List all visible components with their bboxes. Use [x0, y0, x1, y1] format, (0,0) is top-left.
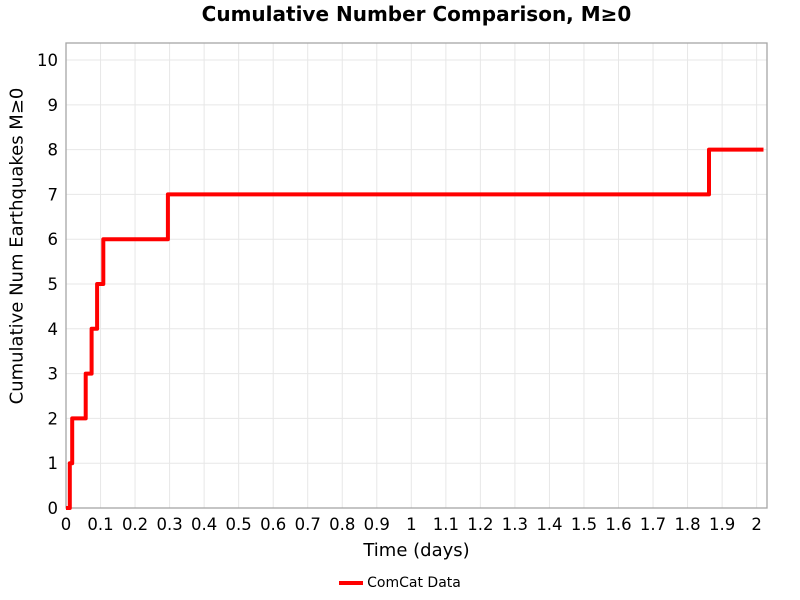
- svg-text:0.4: 0.4: [191, 515, 217, 534]
- svg-text:1.7: 1.7: [640, 515, 666, 534]
- svg-text:1.5: 1.5: [571, 515, 597, 534]
- svg-text:0.1: 0.1: [87, 515, 113, 534]
- svg-text:1.1: 1.1: [433, 515, 459, 534]
- svg-text:1: 1: [48, 454, 59, 473]
- legend-label: ComCat Data: [367, 575, 461, 591]
- svg-text:6: 6: [48, 230, 59, 249]
- x-tick-labels: 0 0.1 0.2 0.3 0.4 0.5 0.6 0.7 0.8 0.9 1 1.1 1.2 1.3 1.…: [61, 515, 762, 534]
- svg-text:3: 3: [48, 365, 59, 384]
- svg-text:0: 0: [61, 515, 72, 534]
- svg-text:2: 2: [48, 409, 59, 428]
- svg-text:1.2: 1.2: [467, 515, 493, 534]
- svg-text:1.3: 1.3: [502, 515, 528, 534]
- y-tick-labels: 0 1 2 3 4 5 6 7 8 9 10: [37, 51, 58, 518]
- x-axis-label: Time (days): [363, 540, 470, 561]
- svg-text:2: 2: [751, 515, 762, 534]
- svg-text:1: 1: [406, 515, 417, 534]
- svg-text:1.4: 1.4: [536, 515, 562, 534]
- svg-text:0.7: 0.7: [295, 515, 321, 534]
- y-axis-label: Cumulative Num Earthquakes M≥0: [6, 87, 28, 405]
- svg-text:10: 10: [37, 51, 58, 70]
- svg-text:4: 4: [48, 320, 59, 339]
- svg-text:0.5: 0.5: [226, 515, 252, 534]
- svg-text:0.6: 0.6: [260, 515, 286, 534]
- chart-title: Cumulative Number Comparison, M≥0: [201, 2, 632, 26]
- legend: ComCat Data: [0, 572, 800, 594]
- svg-text:1.8: 1.8: [674, 515, 700, 534]
- svg-text:0.3: 0.3: [156, 515, 182, 534]
- svg-text:5: 5: [48, 275, 59, 294]
- svg-text:1.6: 1.6: [605, 515, 631, 534]
- svg-text:0: 0: [48, 499, 59, 518]
- svg-text:0.8: 0.8: [329, 515, 355, 534]
- plot-border: [65, 42, 768, 509]
- series-line-comcat-data: [66, 147, 764, 510]
- svg-text:7: 7: [48, 185, 59, 204]
- gridlines: [65, 43, 767, 509]
- svg-text:8: 8: [48, 141, 59, 160]
- svg-text:0.2: 0.2: [122, 515, 148, 534]
- svg-text:1.9: 1.9: [709, 515, 735, 534]
- svg-text:0.9: 0.9: [364, 515, 390, 534]
- svg-text:9: 9: [48, 96, 59, 115]
- legend-line-swatch: [339, 581, 364, 585]
